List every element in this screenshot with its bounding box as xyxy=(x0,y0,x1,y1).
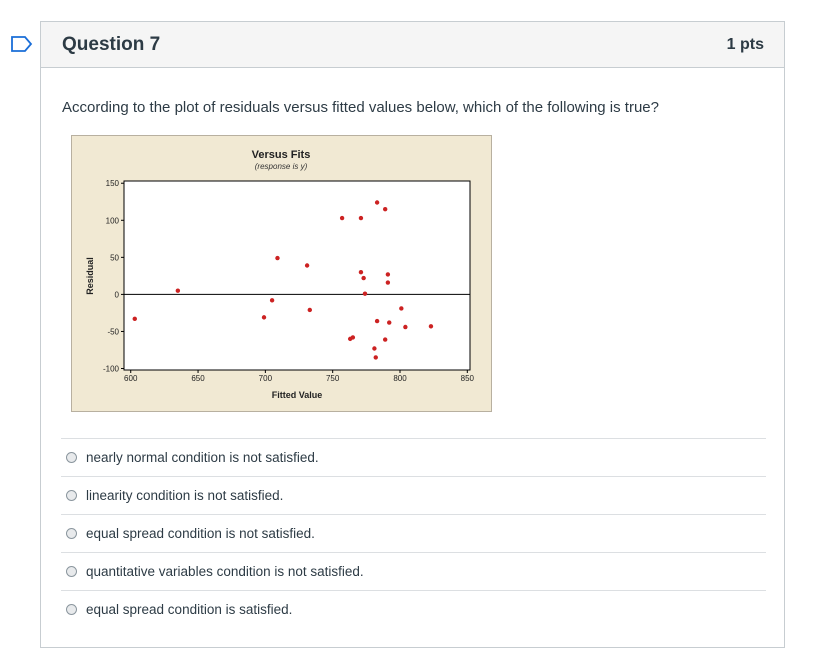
data-point xyxy=(307,307,312,313)
x-tick-label: 650 xyxy=(191,374,205,383)
radio-button[interactable] xyxy=(66,566,77,577)
data-point xyxy=(372,346,377,351)
data-point xyxy=(361,275,366,281)
y-tick-label: 100 xyxy=(106,216,120,225)
data-point xyxy=(385,272,391,277)
answer-label: equal spread condition is satisfied. xyxy=(86,602,293,617)
answer-label: quantitative variables condition is not … xyxy=(86,564,364,579)
radio-button[interactable] xyxy=(66,604,77,615)
data-point xyxy=(362,291,368,296)
x-tick-label: 600 xyxy=(124,374,138,383)
question-text: According to the plot of residuals versu… xyxy=(62,99,659,116)
x-tick-label: 700 xyxy=(259,374,273,383)
chart-title: Versus Fits xyxy=(252,149,311,161)
y-tick-label: -50 xyxy=(107,327,119,336)
data-point xyxy=(374,318,380,324)
answer-list: nearly normal condition is not satisfied… xyxy=(61,438,766,628)
data-point xyxy=(373,355,378,360)
data-point xyxy=(175,288,181,293)
data-point xyxy=(428,324,434,329)
data-point xyxy=(358,215,364,221)
question-title: Question 7 xyxy=(62,34,161,55)
data-point xyxy=(350,335,356,340)
x-tick-label: 850 xyxy=(461,374,475,383)
residual-plot: Versus Fits (response is y) Fitted Value… xyxy=(71,135,492,412)
answer-option-4[interactable]: quantitative variables condition is not … xyxy=(61,552,766,590)
residual-plot-svg: Versus Fits (response is y) Fitted Value… xyxy=(85,149,475,400)
answer-label: nearly normal condition is not satisfied… xyxy=(86,450,319,465)
data-point xyxy=(382,337,388,342)
data-point xyxy=(399,306,404,311)
y-tick-label: -100 xyxy=(103,365,120,374)
x-tick-label: 800 xyxy=(393,374,407,383)
data-point xyxy=(339,215,345,221)
radio-button[interactable] xyxy=(66,452,77,463)
answer-option-5[interactable]: equal spread condition is satisfied. xyxy=(61,590,766,628)
question-points: 1 pts xyxy=(726,36,764,53)
answer-option-1[interactable]: nearly normal condition is not satisfied… xyxy=(61,438,766,476)
answer-option-2[interactable]: linearity condition is not satisfied. xyxy=(61,476,766,514)
data-point xyxy=(403,324,408,330)
radio-button[interactable] xyxy=(66,528,77,539)
answer-option-3[interactable]: equal spread condition is not satisfied. xyxy=(61,514,766,552)
data-point xyxy=(261,315,267,320)
y-tick-label: 150 xyxy=(106,179,120,188)
radio-button[interactable] xyxy=(66,490,77,501)
y-tick-label: 50 xyxy=(110,253,119,262)
x-axis-label: Fitted Value xyxy=(272,390,323,400)
data-point xyxy=(269,298,275,303)
data-point xyxy=(374,200,380,205)
data-point xyxy=(132,316,137,322)
answer-label: linearity condition is not satisfied. xyxy=(86,488,284,503)
data-point xyxy=(275,255,280,261)
y-tick-label: 0 xyxy=(115,290,120,299)
answer-label: equal spread condition is not satisfied. xyxy=(86,526,315,541)
y-axis-label: Residual xyxy=(85,257,95,295)
data-point xyxy=(385,280,391,285)
chart-subtitle: (response is y) xyxy=(255,162,308,171)
data-point xyxy=(304,263,310,268)
x-tick-label: 750 xyxy=(326,374,340,383)
data-point xyxy=(358,269,364,275)
data-point xyxy=(387,320,392,325)
question-header: Question 7 1 pts xyxy=(41,22,784,68)
data-point xyxy=(382,206,388,212)
question-card: Question 7 1 pts According to the plot o… xyxy=(40,21,785,648)
bookmark-flag-icon[interactable] xyxy=(11,36,33,52)
